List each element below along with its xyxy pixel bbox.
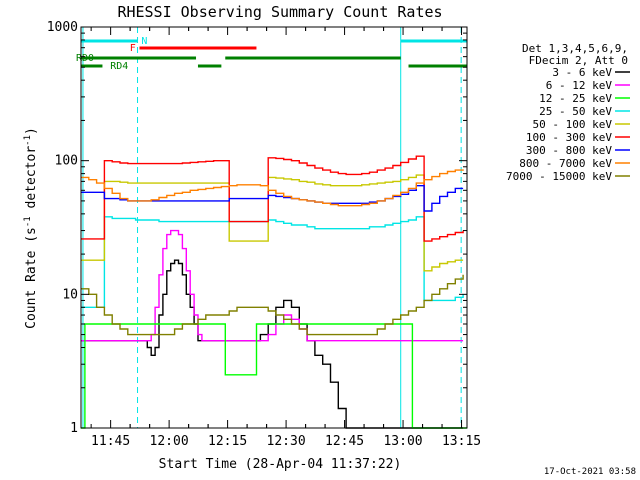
- decimation-label-rd4: RD4: [110, 61, 128, 72]
- series-line-6: [81, 155, 464, 242]
- x-tick-label: 11:45: [91, 434, 130, 449]
- legend-label: 25 - 50 keV: [539, 105, 612, 118]
- legend-label: 3 - 6 keV: [552, 66, 612, 79]
- x-tick-label: 12:15: [208, 434, 247, 449]
- x-tick-label: 13:00: [383, 434, 422, 449]
- series-line-2: [81, 229, 464, 342]
- x-axis-label: Start Time (28-Apr-04 11:37:22): [159, 457, 402, 472]
- legend-label: 300 - 800 keV: [526, 144, 612, 157]
- y-axis-label: Count Rate (s-1 detector-1): [23, 127, 39, 329]
- y-axis: 1 10 100 1000: [47, 20, 467, 436]
- x-tick-label: 12:00: [150, 434, 189, 449]
- flare-flag-label: F: [130, 43, 136, 54]
- annotation-bars: NF RD0 RD4: [76, 27, 467, 428]
- series-line-4: [81, 216, 464, 308]
- legend: Det 1,3,4,5,6,9, FDecim 2, Att 0 3 - 6 k…: [506, 42, 630, 183]
- legend-header-line-2: FDecim 2, Att 0: [529, 54, 628, 67]
- x-tick-label: 12:30: [267, 434, 306, 449]
- x-axis: 11:45 12:00 12:15 12:30 12:45 13:00 13:15: [90, 27, 481, 449]
- y-tick-label: 1: [70, 421, 78, 436]
- night-flag-label: N: [141, 36, 147, 47]
- x-tick-label: 12:45: [325, 434, 364, 449]
- chart-title: RHESSI Observing Summary Count Rates: [117, 3, 442, 21]
- legend-label: 800 - 7000 keV: [519, 157, 612, 170]
- y-tick-label: 10: [62, 287, 78, 302]
- legend-header-line-1: Det 1,3,4,5,6,9,: [522, 42, 628, 55]
- series-line-3: [81, 323, 467, 429]
- legend-label: 7000 - 15000 keV: [506, 170, 612, 183]
- plot-frame: [80, 26, 468, 429]
- legend-label: 6 - 12 keV: [546, 79, 613, 92]
- series-line-8: [81, 169, 464, 207]
- y-tick-label: 1000: [47, 20, 78, 35]
- series-line-9: [81, 274, 464, 336]
- footer-timestamp: 17-Oct-2021 03:58: [544, 467, 636, 477]
- y-tick-label: 100: [55, 154, 78, 169]
- x-tick-label: 13:15: [442, 434, 481, 449]
- decimation-label-rd0: RD0: [76, 53, 94, 64]
- legend-label: 12 - 25 keV: [539, 92, 612, 105]
- series-line-5: [81, 174, 464, 272]
- legend-label: 50 - 100 keV: [533, 118, 613, 131]
- legend-label: 100 - 300 keV: [526, 131, 612, 144]
